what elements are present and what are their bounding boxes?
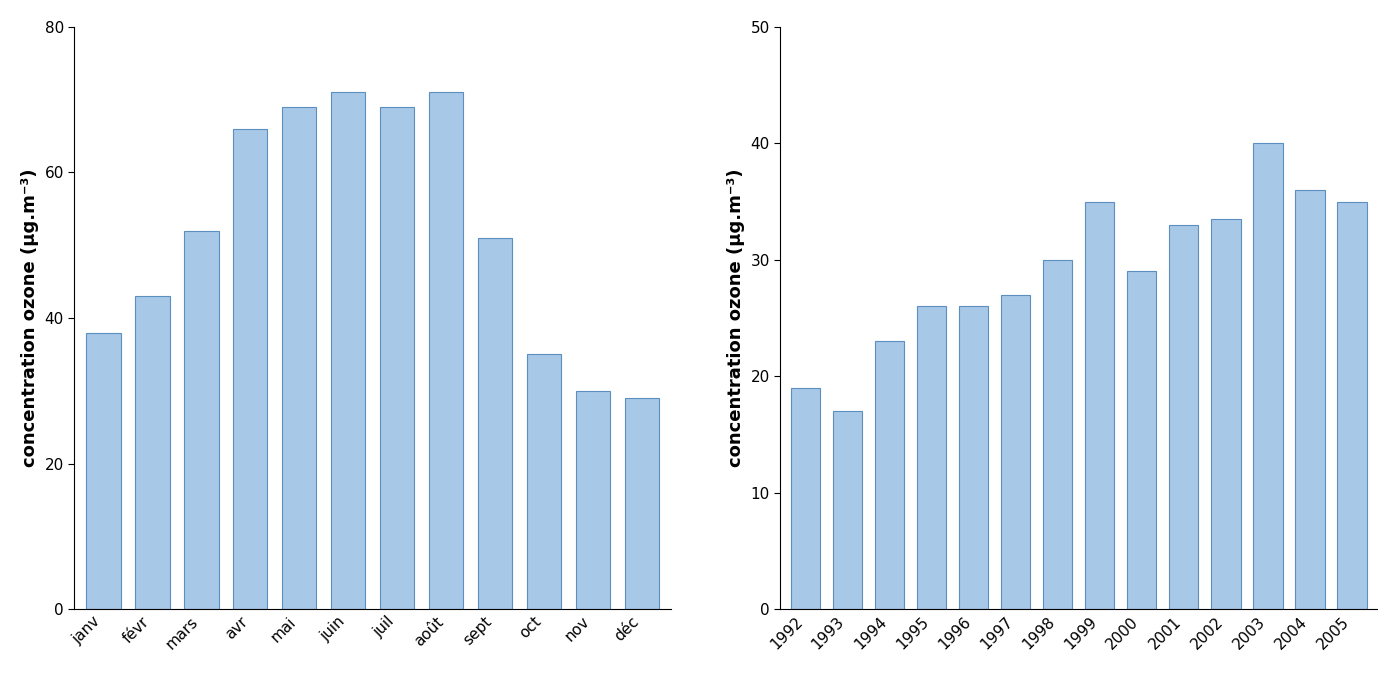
Bar [917,306,946,609]
Bar [429,92,463,609]
Bar [282,107,316,609]
Bar [1001,295,1030,609]
Bar [185,231,218,609]
Bar [478,238,512,609]
Y-axis label: concentration ozone (µg.m⁻³): concentration ozone (µg.m⁻³) [21,169,39,467]
Bar [87,332,120,609]
Bar [233,129,267,609]
Bar [791,388,821,609]
Bar [625,398,658,609]
Bar [136,296,169,609]
Bar [1169,225,1198,609]
Bar [380,107,414,609]
Bar [576,391,610,609]
Bar [1211,219,1240,609]
Y-axis label: concentration ozone (µg.m⁻³): concentration ozone (µg.m⁻³) [727,169,745,467]
Bar [1085,201,1114,609]
Bar [527,355,561,609]
Bar [331,92,365,609]
Bar [1253,143,1282,609]
Bar [875,341,905,609]
Bar [959,306,988,609]
Bar [1295,190,1325,609]
Bar [1127,271,1156,609]
Bar [1043,260,1072,609]
Bar [833,411,863,609]
Bar [1338,201,1367,609]
